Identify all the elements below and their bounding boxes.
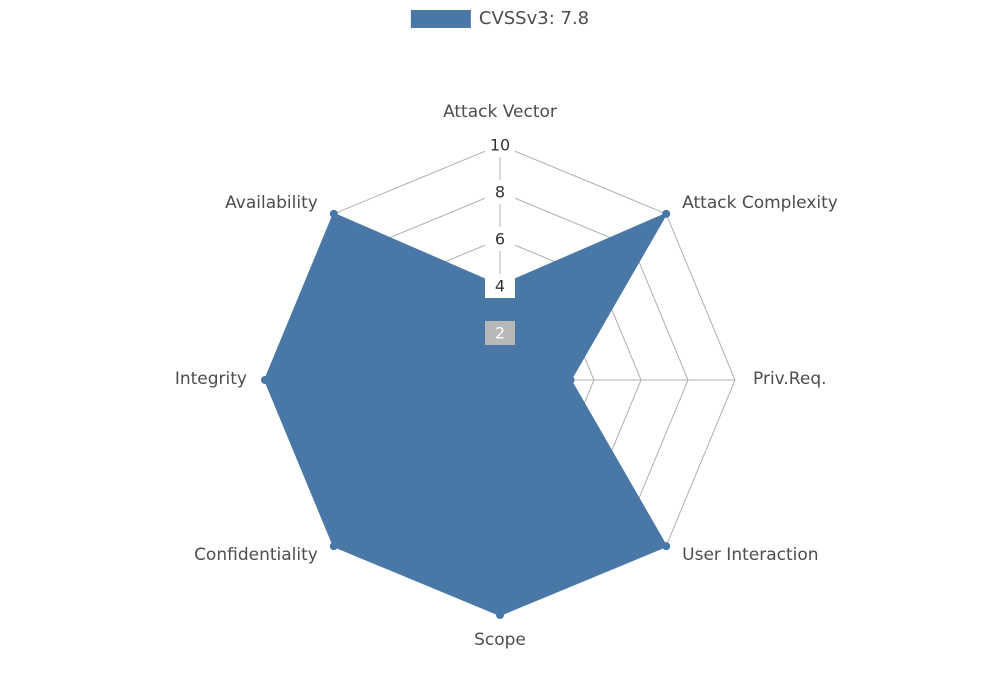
series-point bbox=[261, 376, 269, 384]
axis-label: User Interaction bbox=[682, 545, 818, 565]
series-point bbox=[662, 210, 670, 218]
axis-label: Attack Vector bbox=[443, 102, 557, 122]
tick-label: 6 bbox=[495, 230, 505, 249]
series-point bbox=[496, 611, 504, 619]
series-point bbox=[330, 542, 338, 550]
radar-chart: 2 4 6 8 10 Attack Vector Attack Complexity Priv… bbox=[0, 0, 1000, 700]
tick-label: 2 bbox=[495, 324, 505, 343]
series-area bbox=[265, 214, 666, 615]
axis-label: Integrity bbox=[175, 369, 247, 389]
axis-label: Confidentiality bbox=[194, 545, 318, 565]
tick-label: 10 bbox=[490, 136, 510, 155]
radar-chart-container: CVSSv3: 7.8 246810Attack VectorAttack Co… bbox=[0, 0, 1000, 700]
axis-label: Priv.Req. bbox=[753, 369, 827, 389]
axis-label: Attack Complexity bbox=[682, 193, 838, 213]
tick-label: 8 bbox=[495, 183, 505, 202]
series-point bbox=[662, 542, 670, 550]
axis-label: Availability bbox=[225, 193, 318, 213]
series-point bbox=[330, 210, 338, 218]
axis-label: Scope bbox=[474, 630, 526, 650]
tick-label: 4 bbox=[495, 277, 505, 296]
series-point bbox=[567, 376, 575, 384]
